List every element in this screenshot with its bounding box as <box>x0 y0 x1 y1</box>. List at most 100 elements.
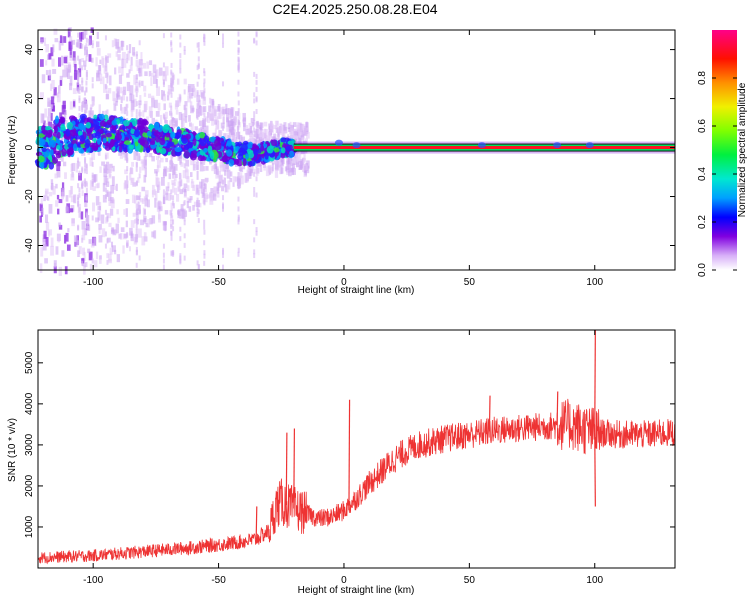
heatmap-cell <box>133 98 137 107</box>
heatmap-cell <box>98 104 101 114</box>
heatmap-cell <box>237 31 240 37</box>
heatmap-cell <box>183 183 188 188</box>
heatmap-cell <box>144 190 149 197</box>
snr-axes: -100 -50 0 50 100 1000 2000 3000 4000 5000 <box>24 330 675 586</box>
heatmap-cell <box>253 253 256 259</box>
x-tick-label: -100 <box>83 575 103 586</box>
heatmap-cell <box>84 45 87 51</box>
heatmap-cell <box>39 59 44 67</box>
snr-panel: -100 -50 0 50 100 1000 2000 3000 4000 5000 Height… <box>7 329 676 596</box>
heatmap-cell <box>162 243 165 249</box>
y-tick-label: 20 <box>24 93 35 105</box>
heatmap-cell <box>253 115 256 121</box>
heatmap-cell <box>170 41 173 47</box>
heatmap-cell <box>55 183 58 189</box>
heatmap-cell <box>271 136 276 142</box>
heatmap-cell <box>280 137 287 143</box>
heatmap-cell <box>209 151 215 160</box>
heatmap-cell <box>189 122 192 127</box>
heatmap-cell <box>138 71 141 77</box>
heatmap-cell <box>240 143 248 152</box>
heatmap-cell <box>255 79 258 85</box>
heatmap-cell <box>203 107 206 113</box>
heatmap-cell <box>237 206 240 212</box>
heatmap-cell <box>153 99 158 109</box>
heatmap-cell <box>189 101 193 109</box>
heatmap-cell <box>156 160 161 168</box>
snr-spike <box>255 506 258 540</box>
heatmap-cell <box>102 76 105 85</box>
heatmap-cell <box>135 250 138 256</box>
heatmap-cell <box>242 158 247 167</box>
heatmap-cell <box>35 129 42 135</box>
spectrogram-marks <box>34 27 675 276</box>
heatmap-cell <box>61 36 64 46</box>
heatmap-cell <box>132 47 136 56</box>
heatmap-cell <box>253 219 256 225</box>
heatmap-cell <box>190 156 195 166</box>
heatmap-cell <box>154 169 158 174</box>
heatmap-cell <box>84 65 87 71</box>
heatmap-cell <box>267 165 272 172</box>
heatmap-cell <box>166 142 171 149</box>
heatmap-cell <box>230 127 234 136</box>
heatmap-cell <box>237 100 240 106</box>
heatmap-cell <box>43 230 47 239</box>
heatmap-cell <box>151 231 155 238</box>
heatmap-cell <box>67 228 70 233</box>
heatmap-cell <box>66 244 71 251</box>
heatmap-cell <box>220 140 226 147</box>
heatmap-cell <box>168 102 172 108</box>
heatmap-cell <box>279 164 283 175</box>
heatmap-cell <box>154 121 160 131</box>
heatmap-cell <box>223 177 226 188</box>
heatmap-cell <box>130 220 135 228</box>
heatmap-cell <box>222 116 225 124</box>
spectrogram-xlabel: Height of straight line (km) <box>298 285 415 296</box>
heatmap-cell <box>183 233 186 239</box>
heatmap-cell <box>78 170 81 176</box>
heatmap-cell <box>108 88 112 94</box>
heatmap-cell <box>192 184 196 191</box>
heatmap-cell <box>253 130 258 138</box>
heatmap-cell <box>237 47 240 53</box>
heatmap-cell <box>298 130 302 136</box>
heatmap-cell <box>84 109 87 115</box>
heatmap-cell <box>104 209 107 215</box>
heatmap-cell <box>141 120 149 126</box>
heatmap-cell <box>56 93 61 103</box>
heatmap-cell <box>168 160 172 168</box>
heatmap-cell <box>144 147 148 157</box>
heatmap-cell <box>48 140 54 145</box>
heatmap-cell <box>191 178 194 184</box>
heatmap-cell <box>192 138 197 147</box>
heatmap-cell <box>288 167 292 177</box>
heatmap-cell <box>183 242 186 248</box>
heatmap-cell <box>213 186 218 193</box>
heatmap-cell <box>246 128 251 135</box>
heatmap-cell <box>77 194 80 200</box>
heatmap-cell <box>112 91 116 102</box>
heatmap-cell <box>85 180 88 186</box>
heatmap-cell <box>99 166 102 173</box>
heatmap-cell <box>121 66 124 76</box>
heatmap-cell <box>183 45 186 51</box>
heatmap-cell <box>78 105 81 111</box>
heatmap-cell <box>155 156 160 161</box>
heatmap-cell <box>128 246 131 252</box>
heatmap-cell <box>110 229 115 235</box>
heatmap-cell <box>273 147 280 153</box>
heatmap-cell <box>109 247 113 255</box>
heatmap-cell <box>205 166 209 171</box>
heatmap-cell <box>47 116 50 125</box>
heatmap-cell <box>151 184 155 195</box>
heatmap-cell <box>259 164 263 173</box>
heatmap-cell <box>108 213 112 219</box>
heatmap-cell <box>198 99 202 107</box>
heatmap-cell <box>135 166 138 172</box>
heatmap-cell <box>119 233 123 240</box>
heatmap-cell <box>263 128 267 139</box>
heatmap-cell <box>287 155 291 162</box>
heatmap-cell <box>199 181 203 189</box>
